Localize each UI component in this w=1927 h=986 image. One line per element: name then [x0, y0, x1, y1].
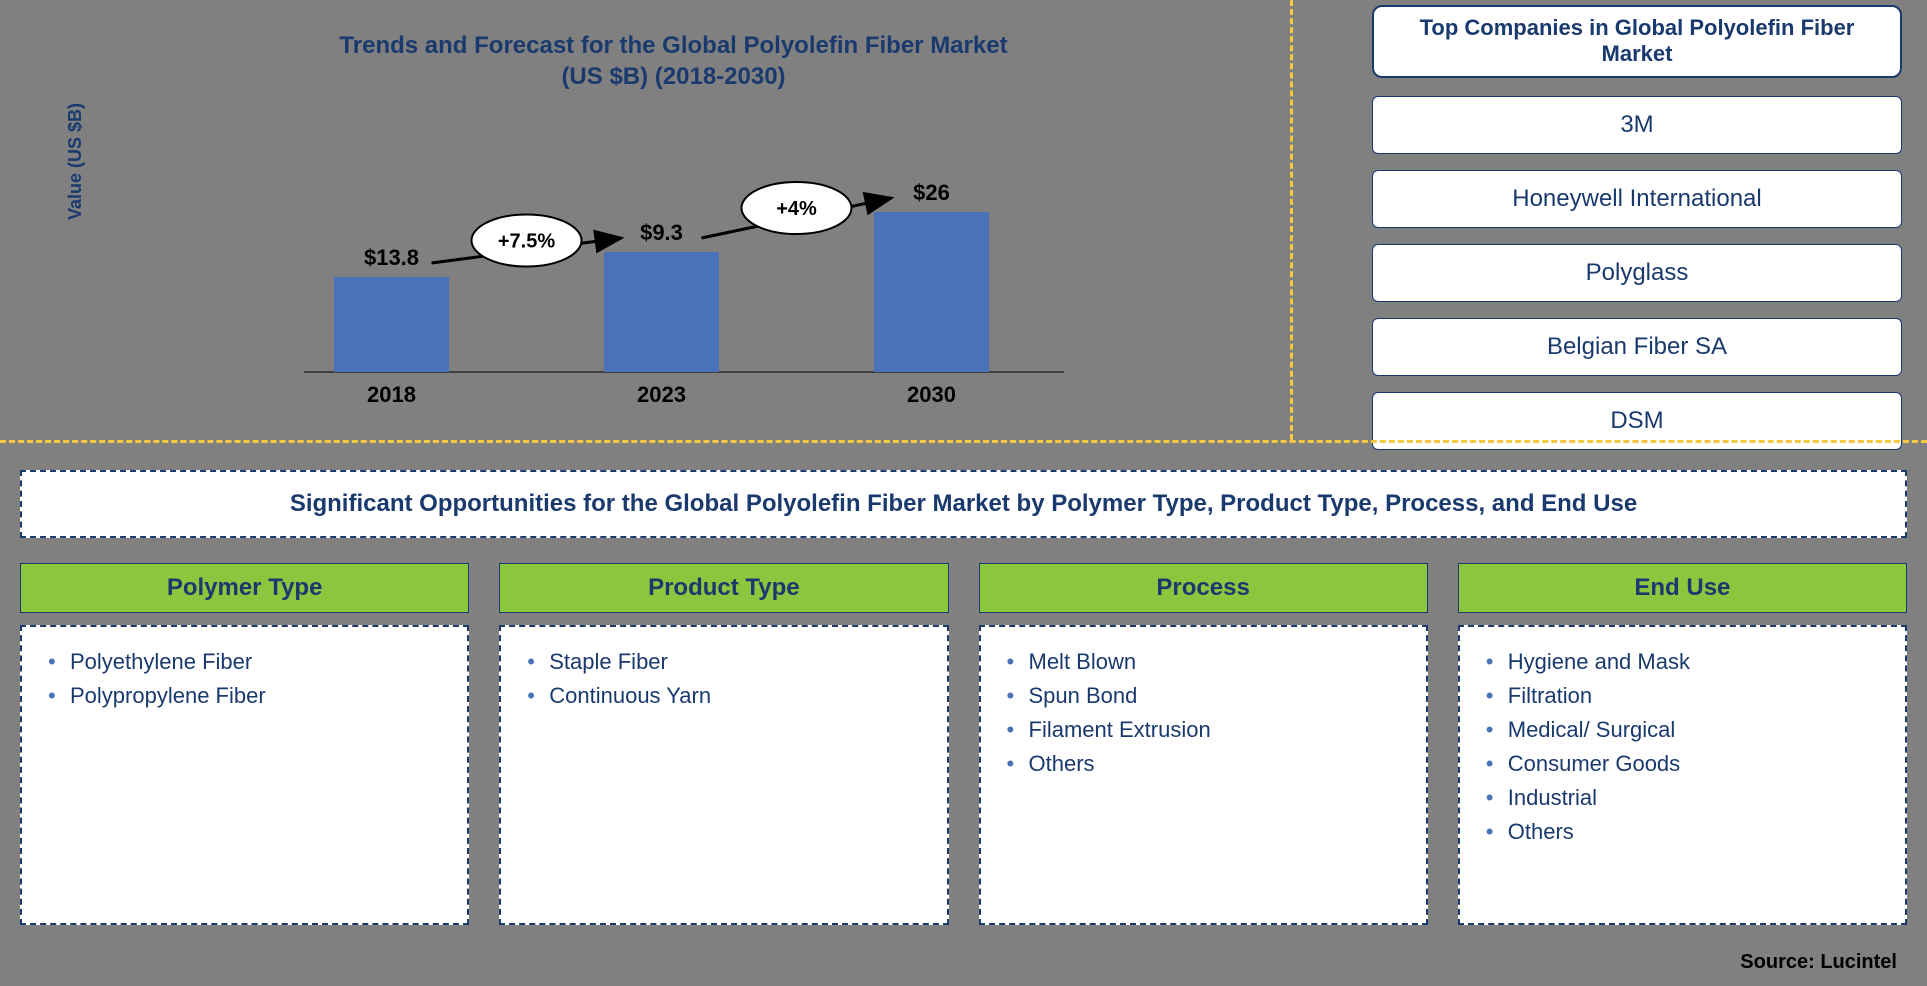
list-item: Continuous Yarn [523, 679, 924, 713]
companies-list: 3M Honeywell International Polyglass Belgia… [1372, 96, 1902, 450]
category-column: Product Type Staple FiberContinuous Yarn [499, 563, 948, 925]
vertical-divider [1290, 0, 1293, 440]
list-item: Hygiene and Mask [1482, 645, 1883, 679]
list-item: Polyethylene Fiber [44, 645, 445, 679]
companies-panel: Top Companies in Global Polyolefin Fiber… [1347, 0, 1927, 440]
category-column: Polymer Type Polyethylene FiberPolypropyl… [20, 563, 469, 925]
bar [874, 212, 989, 372]
category-body: Melt BlownSpun BondFilament ExtrusionOth… [979, 625, 1428, 925]
top-section: Trends and Forecast for the Global Polyo… [0, 0, 1927, 440]
list-item: Spun Bond [1003, 679, 1404, 713]
categories-row: Polymer Type Polyethylene FiberPolypropyl… [0, 563, 1927, 925]
growth-label: +4% [776, 198, 817, 220]
bar [604, 252, 719, 372]
x-tick-label: 2018 [367, 382, 416, 407]
category-header: End Use [1458, 563, 1907, 613]
list-item: Others [1482, 815, 1883, 849]
category-header: Polymer Type [20, 563, 469, 613]
list-item: Filament Extrusion [1003, 713, 1404, 747]
company-box: Honeywell International [1372, 170, 1902, 228]
y-axis-label: Value (US $B) [65, 103, 86, 220]
bar-value-label: $13.8 [363, 245, 418, 270]
category-header: Process [979, 563, 1428, 613]
category-body: Polyethylene FiberPolypropylene Fiber [20, 625, 469, 925]
x-tick-label: 2023 [637, 382, 686, 407]
chart-title: Trends and Forecast for the Global Polyo… [40, 30, 1307, 92]
company-box: 3M [1372, 96, 1902, 154]
list-item: Melt Blown [1003, 645, 1404, 679]
category-body: Hygiene and MaskFiltrationMedical/ Surgi… [1458, 625, 1907, 925]
companies-header: Top Companies in Global Polyolefin Fiber… [1372, 5, 1902, 78]
bar-value-label: $9.3 [640, 220, 683, 245]
chart-title-line1: Trends and Forecast for the Global Polyo… [339, 32, 1007, 59]
bar-value-label: $26 [913, 180, 950, 205]
list-item: Medical/ Surgical [1482, 713, 1883, 747]
list-item: Consumer Goods [1482, 747, 1883, 781]
source-label: Source: Lucintel [1740, 951, 1897, 974]
list-item: Filtration [1482, 679, 1883, 713]
chart-title-line2: (US $B) (2018-2030) [561, 63, 785, 90]
category-header: Product Type [499, 563, 948, 613]
list-item: Others [1003, 747, 1404, 781]
x-tick-label: 2030 [907, 382, 956, 407]
list-item: Industrial [1482, 781, 1883, 815]
opportunities-title: Significant Opportunities for the Global… [20, 470, 1907, 538]
category-body: Staple FiberContinuous Yarn [499, 625, 948, 925]
category-column: End Use Hygiene and MaskFiltrationMedical… [1458, 563, 1907, 925]
bar-chart-svg: $13.8 2018 $9.3 2023 $26 2030 +7.5% +4% [224, 112, 1124, 422]
company-box: Belgian Fiber SA [1372, 318, 1902, 376]
company-box: Polyglass [1372, 244, 1902, 302]
horizontal-divider [0, 440, 1927, 443]
category-column: Process Melt BlownSpun BondFilament Extru… [979, 563, 1428, 925]
list-item: Staple Fiber [523, 645, 924, 679]
bar [334, 277, 449, 372]
chart-area: Trends and Forecast for the Global Polyo… [0, 0, 1347, 440]
growth-label: +7.5% [497, 231, 554, 253]
list-item: Polypropylene Fiber [44, 679, 445, 713]
